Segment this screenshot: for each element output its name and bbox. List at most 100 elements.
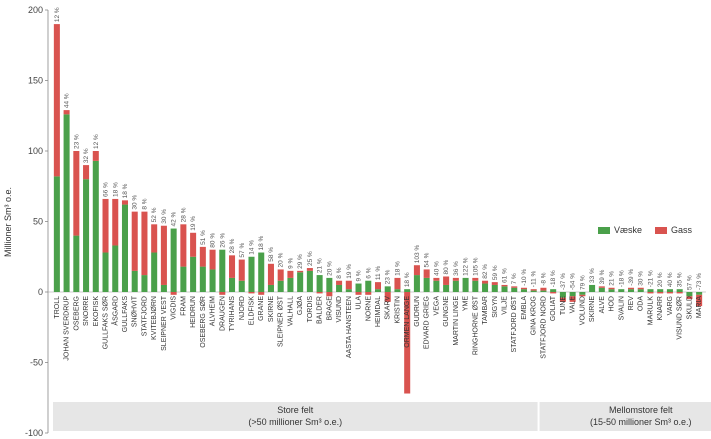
category-label: SIGYN — [492, 296, 499, 318]
category-label: TYRIHANS — [229, 296, 236, 332]
percent-label: -39 % — [628, 269, 635, 286]
category-label: GRANE — [258, 296, 265, 321]
liquid-bar — [696, 292, 703, 295]
gas-bar — [452, 277, 459, 281]
category-label: NJORD — [239, 296, 246, 320]
liquid-bar — [267, 284, 274, 292]
liquid-bar — [598, 287, 605, 292]
gas-bar — [559, 297, 566, 302]
y-tick-label: 150 — [28, 76, 43, 86]
liquid-bar — [618, 289, 625, 292]
category-label: TUNE — [560, 296, 567, 315]
category-label: REV — [628, 296, 635, 311]
liquid-bar — [374, 289, 382, 292]
percent-label: 11 % — [375, 266, 382, 281]
group-band — [539, 402, 711, 431]
liquid-bar — [112, 245, 119, 292]
gas-bar — [413, 265, 420, 276]
y-tick-label: -100 — [25, 428, 43, 438]
gas-bar — [209, 249, 216, 270]
liquid-bar — [83, 179, 90, 292]
gas-bar — [394, 277, 401, 290]
liquid-bar — [559, 292, 566, 298]
liquid-bar — [336, 284, 343, 292]
liquid-bar — [608, 289, 615, 292]
percent-label: 23 % — [73, 134, 80, 149]
liquid-bar — [627, 289, 635, 292]
category-label: YME — [463, 296, 470, 312]
category-label: SKULD — [686, 296, 693, 319]
liquid-bar — [482, 283, 489, 292]
category-label: VISUND SØR — [677, 296, 684, 340]
gas-bar — [277, 269, 284, 281]
bars — [53, 24, 703, 394]
gas-bar — [180, 224, 187, 267]
percent-label: -10 % — [521, 269, 528, 286]
percent-label: -21 % — [647, 270, 654, 287]
percent-label: 40 % — [667, 272, 674, 287]
liquid-bar — [53, 176, 60, 292]
gas-bar — [92, 151, 99, 161]
percent-label: -37 % — [560, 273, 567, 290]
percent-label: 35 % — [677, 272, 684, 287]
percent-label: 80 % — [443, 259, 450, 274]
category-label: HEIMDAL — [375, 296, 382, 327]
category-label: ALVE — [599, 296, 606, 314]
gas-bar — [579, 294, 586, 297]
gas-bar — [306, 268, 313, 271]
percent-label: 8 % — [336, 267, 343, 278]
category-label: EKOFISK — [93, 296, 100, 327]
liquid-bar — [63, 114, 70, 292]
category-labels: TROLL JOHAN SVERDRUP OSEBERG SNORRE EKOFISK G… — [54, 295, 703, 360]
legend-swatch — [598, 227, 610, 234]
category-label: GUDRUN — [414, 296, 421, 327]
liquid-bar — [637, 289, 644, 292]
gas-bar — [365, 292, 372, 295]
gas-bar — [598, 286, 605, 288]
category-label: TORDIS — [307, 296, 314, 323]
liquid-bar — [131, 270, 138, 292]
percent-label: 21 % — [317, 258, 324, 273]
percent-label: 25 % — [307, 251, 314, 266]
group-label: Mellomstore felt — [609, 405, 673, 415]
gas-bar — [131, 211, 138, 271]
legend-swatch — [655, 227, 667, 234]
liquid-bar — [501, 286, 508, 292]
gas-bar — [520, 287, 527, 290]
percent-label: 29 % — [297, 254, 304, 269]
category-label: VISUND — [336, 296, 343, 322]
liquid-bar — [180, 266, 187, 292]
gas-bar — [530, 289, 537, 291]
percent-label: 19 % — [190, 216, 197, 231]
liquid-bar — [472, 280, 479, 292]
category-label: SVALIN — [618, 296, 625, 320]
percent-label: 32 % — [83, 148, 90, 163]
percent-label: 18 % — [258, 235, 265, 250]
gas-bar — [666, 292, 673, 294]
gas-bar — [326, 292, 333, 297]
gas-bar — [404, 292, 411, 394]
group-sublabel: (15-50 millioner Sm³ o.e.) — [590, 417, 692, 427]
gas-bar — [336, 280, 343, 285]
category-label: GJØA — [297, 296, 304, 315]
y-axis-title: Millioner Sm³ o.e. — [3, 187, 13, 257]
liquid-bar — [686, 292, 693, 297]
group-bands: Store felt (>50 millioner Sm³ o.e.) Mellom… — [53, 402, 711, 431]
liquid-bar — [569, 292, 576, 297]
gas-bar — [267, 263, 274, 285]
percent-label: 52 % — [151, 207, 158, 222]
gas-bar — [657, 292, 664, 294]
category-label: MARTIN LINGE — [453, 296, 460, 346]
category-label: GINA KROG — [531, 296, 538, 335]
percent-label: 26 % — [219, 233, 226, 248]
gas-bar — [287, 270, 294, 278]
category-label: HEIDRUN — [190, 296, 197, 328]
gas-bar — [199, 246, 206, 267]
category-label: GULLFAKS — [122, 296, 129, 333]
gas-bar — [190, 232, 197, 257]
gas-bar — [297, 270, 304, 273]
group-band — [53, 402, 538, 431]
gas-bar — [160, 225, 167, 285]
percent-label: 33 % — [589, 268, 596, 283]
percent-label: 7 % — [511, 273, 518, 284]
